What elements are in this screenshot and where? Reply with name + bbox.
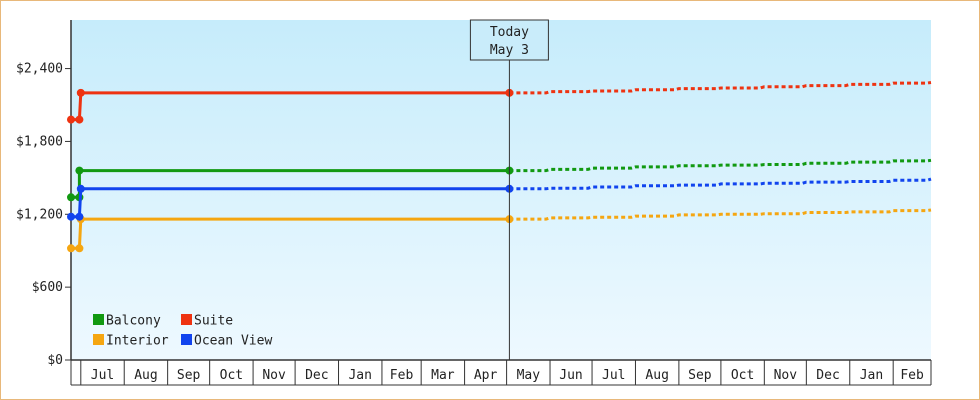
x-tick-label: Aug [645, 368, 668, 383]
forecast-line [509, 177, 932, 191]
legend-label: Ocean View [194, 334, 272, 349]
data-point [76, 184, 85, 193]
legend-swatch [93, 334, 104, 345]
x-tick-label: Jan [860, 368, 883, 383]
today-label: Today [490, 25, 529, 40]
data-point [75, 244, 84, 253]
x-tick-label: Apr [474, 368, 498, 383]
today-marker: Today May 3 [469, 19, 549, 360]
today-label-box [469, 19, 549, 61]
x-tick-label: Dec [816, 368, 839, 383]
x-tick-label: Mar [431, 368, 455, 383]
history-line [71, 169, 510, 199]
x-tick-label: Oct [731, 368, 754, 383]
legend-label: Balcony [106, 314, 161, 329]
y-tick-label: $1,200 [16, 207, 63, 222]
x-tick-label: Feb [900, 368, 924, 383]
forecast-line [509, 158, 932, 173]
x-tick-label: Jun [559, 368, 582, 383]
series-balcony [67, 158, 932, 202]
series-ocean-view [67, 177, 932, 221]
legend-swatch [181, 314, 192, 325]
x-tick-label: Sep [688, 368, 712, 383]
x-tick-label: Dec [305, 368, 328, 383]
y-tick-label: $0 [47, 353, 63, 368]
history-line [71, 91, 510, 122]
y-tick-label: $2,400 [16, 62, 63, 77]
data-point [75, 212, 84, 221]
axes: $0 $600 $1,200 $1,800 $2,400 Jul Aug Sep Oct Nov D… [16, 20, 932, 386]
data-point [67, 115, 75, 124]
legend: Balcony Suite Interior Ocean View [93, 314, 272, 349]
data-point [67, 193, 75, 202]
x-tick-label: Oct [220, 368, 243, 383]
x-tick-label: Jul [602, 368, 625, 383]
x-tick-label: Aug [134, 368, 157, 383]
history-line [71, 187, 510, 219]
series-layer [67, 81, 932, 253]
x-tick-label: Nov [262, 368, 286, 383]
series-interior [67, 208, 932, 253]
legend-swatch [181, 334, 192, 345]
legend-swatch [93, 314, 104, 325]
data-point [75, 115, 84, 124]
legend-label: Suite [194, 314, 233, 329]
data-point [76, 88, 85, 97]
y-tick-label: $1,800 [16, 134, 63, 149]
x-tick-label: Feb [390, 368, 414, 383]
today-date-label: May 3 [490, 43, 529, 58]
x-tick-label: Jul [91, 368, 114, 383]
x-tick-label: Jan [348, 368, 371, 383]
forecast-line [509, 81, 932, 95]
data-point [67, 244, 75, 253]
data-point [67, 212, 75, 221]
y-tick-label: $600 [32, 280, 63, 295]
history-line [71, 217, 510, 250]
x-tick-label: Sep [177, 368, 201, 383]
x-tick-label: Nov [774, 368, 798, 383]
x-tick-label: May [517, 368, 541, 383]
forecast-line [509, 208, 932, 221]
legend-label: Interior [106, 334, 169, 349]
data-point [75, 166, 84, 175]
series-suite [67, 81, 932, 124]
